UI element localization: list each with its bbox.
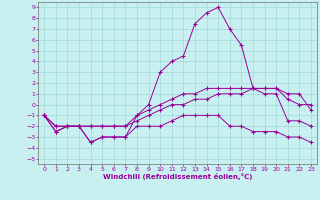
X-axis label: Windchill (Refroidissement éolien,°C): Windchill (Refroidissement éolien,°C) xyxy=(103,173,252,180)
